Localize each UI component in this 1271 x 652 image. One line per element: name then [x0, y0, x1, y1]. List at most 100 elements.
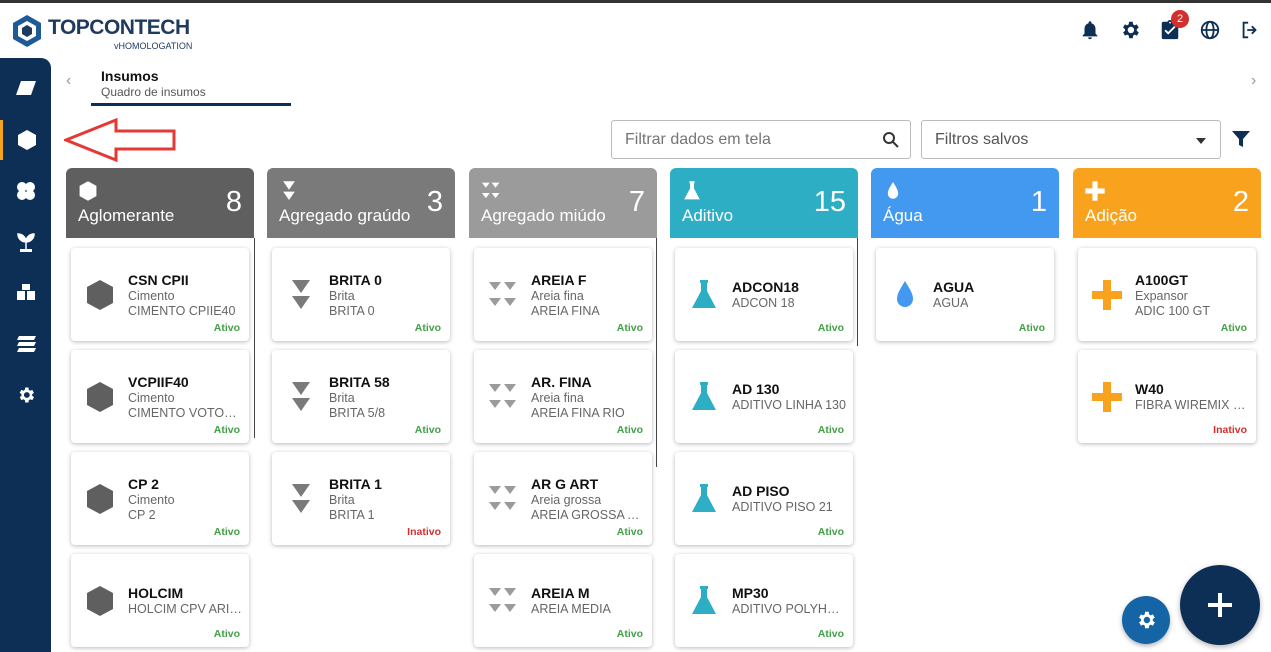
brand-logo[interactable]: TOPCONTECH vHOMOLOGATION — [10, 11, 200, 55]
insumo-card[interactable]: AGUA AGUA Ativo — [876, 248, 1054, 341]
water-drop-icon — [887, 181, 899, 199]
insumo-card[interactable]: W40 FIBRA WIREMIX W40 Inativo — [1078, 350, 1256, 443]
card-subtitle: Cimento — [128, 391, 175, 405]
card-description: BRITA 0 — [329, 304, 375, 318]
card-subtitle: ADCON 18 — [732, 296, 795, 310]
status-badge: Ativo — [1220, 322, 1247, 334]
insumo-card[interactable]: BRITA 58 Brita BRITA 5/8 Ativo — [272, 350, 450, 443]
card-subtitle: AGUA — [933, 296, 969, 310]
card-subtitle: AREIA MEDIA — [531, 602, 611, 616]
insumo-card[interactable]: BRITA 1 Brita BRITA 1 Inativo — [272, 452, 450, 545]
tasks-button[interactable]: 2 — [1159, 10, 1189, 41]
tab-scroll-right-icon[interactable]: › — [1251, 72, 1257, 89]
gear-icon — [19, 387, 34, 403]
sidebar-item-plant[interactable] — [0, 222, 51, 262]
insumo-card[interactable]: CP 2 Cimento CP 2 Ativo — [71, 452, 249, 545]
card-subtitle: Cimento — [128, 289, 175, 303]
card-subtitle: Areia fina — [531, 289, 584, 303]
hexagon-icon — [87, 382, 113, 412]
header-actions: 2 — [1079, 10, 1261, 41]
tab-insumos[interactable]: Insumos Quadro de insumos — [91, 68, 291, 106]
filter-icon[interactable] — [1231, 130, 1251, 148]
parallelogram-icon — [15, 81, 36, 95]
column-scrollbar[interactable] — [254, 238, 255, 438]
column-header[interactable]: Adição 2 — [1073, 168, 1261, 238]
insumo-card[interactable]: A100GT Expansor ADIC 100 GT Ativo — [1078, 248, 1256, 341]
insumo-card[interactable]: AREIA M AREIA MEDIA Ativo — [474, 554, 652, 647]
column-header[interactable]: Agregado graúdo 3 — [267, 168, 455, 238]
status-badge: Ativo — [616, 424, 643, 436]
card-subtitle: ADITIVO PISO 21 — [732, 500, 833, 514]
hexagon-icon — [87, 484, 113, 514]
insumo-card[interactable]: AR. FINA Areia fina AREIA FINA RIO Ativo — [474, 350, 652, 443]
column-count: 7 — [628, 186, 645, 218]
column-count: 2 — [1232, 186, 1249, 218]
tab-scroll-left-icon[interactable]: ‹ — [66, 72, 72, 89]
flask-icon — [684, 181, 700, 200]
insumo-card[interactable]: CSN CPII Cimento CIMENTO CPIIE40 Ativo — [71, 248, 249, 341]
plus-icon — [1092, 280, 1122, 310]
sidebar-item-insumos[interactable] — [0, 120, 51, 160]
brand-name: TOPCONTECH — [48, 16, 190, 39]
card-description: CIMENTO VOTORANTIM — [128, 406, 243, 420]
card-description: CP 2 — [128, 508, 156, 522]
card-title: BRITA 1 — [329, 476, 382, 492]
card-title: BRITA 0 — [329, 272, 382, 288]
insumo-card[interactable]: AD 130 ADITIVO LINHA 130 Ativo — [675, 350, 853, 443]
card-description: ADIC 100 GT — [1135, 304, 1211, 318]
status-badge: Ativo — [817, 424, 844, 436]
insumo-card[interactable]: MP30 ADITIVO POLYHEED Ativo — [675, 554, 853, 647]
saved-filters-label: Filtros salvos — [935, 131, 1029, 148]
cluster-icon — [16, 182, 35, 200]
column-scrollbar[interactable] — [656, 238, 657, 467]
search-icon[interactable] — [882, 131, 900, 149]
column-header[interactable]: Água 1 — [871, 168, 1059, 238]
status-badge: Inativo — [407, 526, 441, 538]
card-subtitle: Cimento — [128, 493, 175, 507]
column-title: Água — [883, 206, 923, 225]
tab-subtitle: Quadro de insumos — [101, 85, 206, 99]
sidebar-item-clusters[interactable] — [0, 171, 51, 211]
hexagon-icon — [87, 280, 113, 310]
fine-aggregate-icon — [489, 384, 516, 408]
column-title: Agregado miúdo — [481, 206, 606, 225]
settings-fab-button[interactable] — [1122, 596, 1170, 644]
logo-mark-icon — [13, 15, 41, 47]
sidebar-item-lines[interactable] — [0, 324, 51, 364]
card-subtitle: Brita — [329, 289, 355, 303]
flask-icon — [692, 586, 716, 614]
gear-icon[interactable] — [1119, 19, 1141, 41]
column-count: 3 — [426, 186, 443, 218]
insumo-card[interactable]: AD PISO ADITIVO PISO 21 Ativo — [675, 452, 853, 545]
card-title: BRITA 58 — [329, 374, 390, 390]
search-input[interactable] — [612, 121, 872, 158]
insumo-card[interactable]: ADCON18 ADCON 18 Ativo — [675, 248, 853, 341]
search-box — [611, 120, 911, 159]
column-scrollbar[interactable] — [857, 238, 858, 346]
status-badge: Ativo — [616, 322, 643, 334]
coarse-aggregate-icon — [292, 280, 310, 309]
sidebar-item-packages[interactable] — [0, 273, 51, 313]
globe-icon[interactable] — [1199, 19, 1221, 41]
bell-icon[interactable] — [1079, 19, 1101, 41]
saved-filters-select[interactable]: Filtros salvos — [921, 120, 1221, 159]
column-header[interactable]: Agregado miúdo 7 — [469, 168, 657, 238]
card-title: MP30 — [732, 585, 769, 601]
card-title: AR. FINA — [531, 374, 592, 390]
column-agua: Água 1 — [871, 168, 1059, 238]
card-title: AREIA M — [531, 585, 590, 601]
column-header[interactable]: Aditivo 15 — [670, 168, 858, 238]
add-button[interactable] — [1180, 565, 1260, 645]
water-drop-icon — [897, 281, 913, 307]
sidebar-item-settings[interactable] — [0, 375, 51, 415]
sidebar-item-dashboard[interactable] — [0, 68, 51, 108]
insumo-card[interactable]: BRITA 0 Brita BRITA 0 Ativo — [272, 248, 450, 341]
column-header[interactable]: Aglomerante 8 — [66, 168, 254, 238]
card-subtitle: ADITIVO LINHA 130 — [732, 398, 846, 412]
insumo-card[interactable]: AREIA F Areia fina AREIA FINA Ativo — [474, 248, 652, 341]
plant-icon — [16, 233, 35, 252]
logout-icon[interactable] — [1239, 19, 1261, 41]
